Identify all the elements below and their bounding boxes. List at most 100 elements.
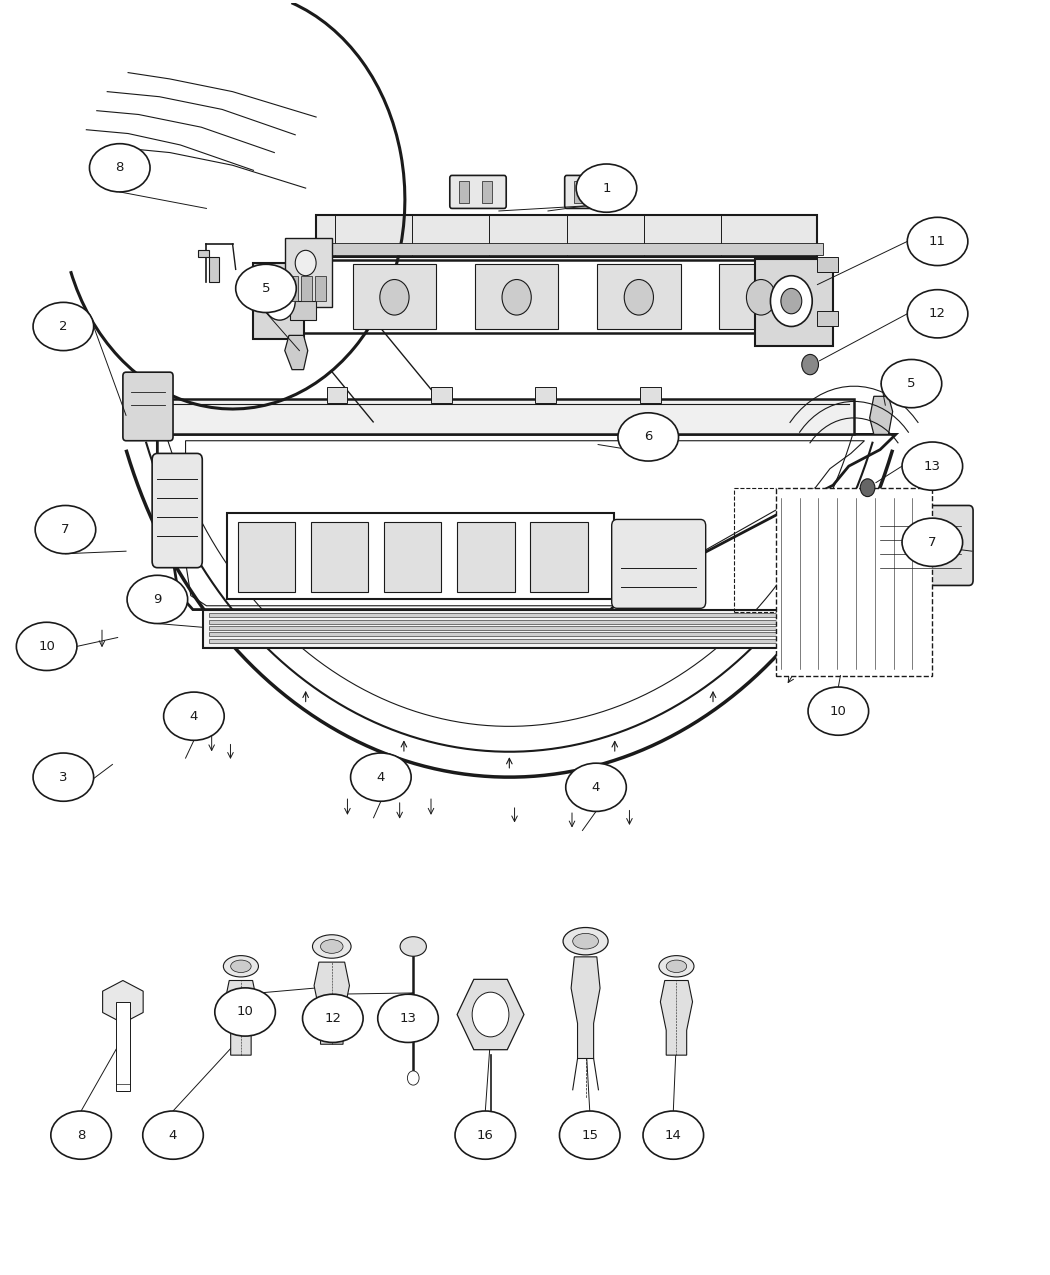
Ellipse shape: [378, 994, 438, 1043]
Polygon shape: [158, 435, 896, 609]
FancyBboxPatch shape: [565, 176, 622, 208]
Bar: [459, 181, 468, 203]
Ellipse shape: [400, 937, 426, 956]
Bar: [204, 609, 833, 648]
Polygon shape: [285, 335, 308, 370]
Bar: [530, 521, 588, 592]
Text: 4: 4: [592, 780, 601, 794]
Bar: [327, 388, 348, 403]
Ellipse shape: [235, 264, 296, 312]
Ellipse shape: [35, 505, 96, 553]
Ellipse shape: [143, 1111, 204, 1159]
Polygon shape: [457, 979, 524, 1049]
Bar: [228, 513, 614, 599]
Ellipse shape: [231, 960, 251, 973]
Text: 8: 8: [116, 162, 124, 175]
Ellipse shape: [907, 217, 968, 265]
Circle shape: [380, 279, 410, 315]
Text: 7: 7: [61, 523, 69, 536]
Ellipse shape: [808, 687, 868, 736]
Text: 3: 3: [59, 770, 67, 784]
Polygon shape: [571, 956, 600, 1058]
Bar: [719, 264, 803, 329]
Text: 1: 1: [603, 181, 611, 195]
Bar: [116, 1002, 130, 1090]
Bar: [353, 264, 436, 329]
Text: 15: 15: [582, 1128, 598, 1141]
Ellipse shape: [224, 956, 258, 977]
Text: 12: 12: [929, 307, 946, 320]
Circle shape: [472, 992, 509, 1037]
Circle shape: [771, 275, 813, 326]
Ellipse shape: [164, 692, 225, 741]
Bar: [209, 632, 827, 636]
Bar: [818, 311, 838, 326]
Circle shape: [407, 1071, 419, 1085]
Bar: [384, 521, 441, 592]
Circle shape: [502, 279, 531, 315]
Ellipse shape: [50, 1111, 111, 1159]
Ellipse shape: [563, 927, 608, 955]
Text: 13: 13: [399, 1012, 417, 1025]
Bar: [457, 521, 514, 592]
Polygon shape: [869, 397, 892, 435]
FancyBboxPatch shape: [612, 519, 706, 608]
Bar: [285, 237, 332, 307]
Bar: [311, 242, 822, 255]
Bar: [311, 521, 369, 592]
Bar: [288, 275, 298, 301]
Text: 4: 4: [190, 710, 198, 723]
Circle shape: [860, 479, 875, 496]
Ellipse shape: [560, 1111, 621, 1159]
Polygon shape: [225, 980, 257, 1056]
Ellipse shape: [643, 1111, 704, 1159]
Bar: [290, 301, 316, 320]
Bar: [430, 388, 452, 403]
Bar: [776, 488, 932, 676]
FancyBboxPatch shape: [123, 372, 173, 441]
Text: 5: 5: [907, 377, 916, 390]
Text: 10: 10: [830, 705, 846, 718]
Ellipse shape: [351, 754, 412, 801]
Bar: [301, 275, 312, 301]
Polygon shape: [174, 441, 864, 606]
FancyBboxPatch shape: [449, 176, 506, 208]
Bar: [209, 626, 827, 630]
Text: 5: 5: [261, 282, 270, 295]
Bar: [536, 388, 556, 403]
Ellipse shape: [572, 933, 598, 949]
Ellipse shape: [666, 960, 687, 973]
Circle shape: [747, 279, 776, 315]
Ellipse shape: [33, 754, 93, 801]
Bar: [209, 639, 827, 643]
Polygon shape: [314, 963, 350, 1044]
Text: 10: 10: [236, 1006, 253, 1019]
Text: 9: 9: [153, 593, 162, 606]
Bar: [316, 214, 818, 256]
Bar: [237, 521, 295, 592]
Ellipse shape: [89, 144, 150, 193]
Text: 4: 4: [377, 770, 385, 784]
Text: 10: 10: [38, 640, 55, 653]
Ellipse shape: [17, 622, 77, 671]
Bar: [475, 264, 559, 329]
Bar: [597, 264, 680, 329]
Text: 4: 4: [169, 1128, 177, 1141]
Bar: [818, 256, 838, 272]
Ellipse shape: [659, 956, 694, 977]
Bar: [755, 259, 833, 346]
Bar: [315, 275, 326, 301]
Text: 14: 14: [665, 1128, 681, 1141]
Ellipse shape: [618, 413, 678, 462]
Ellipse shape: [455, 1111, 516, 1159]
Polygon shape: [103, 980, 143, 1023]
Bar: [597, 181, 607, 203]
Ellipse shape: [902, 442, 963, 491]
Polygon shape: [198, 250, 219, 282]
Ellipse shape: [127, 575, 188, 623]
Bar: [209, 613, 827, 617]
Circle shape: [295, 250, 316, 275]
Ellipse shape: [907, 289, 968, 338]
Circle shape: [624, 279, 653, 315]
Text: 16: 16: [477, 1128, 493, 1141]
